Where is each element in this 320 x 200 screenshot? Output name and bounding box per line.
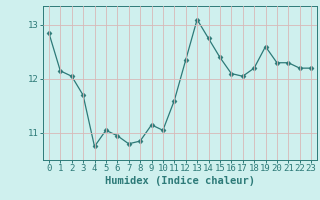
X-axis label: Humidex (Indice chaleur): Humidex (Indice chaleur) [105,176,255,186]
